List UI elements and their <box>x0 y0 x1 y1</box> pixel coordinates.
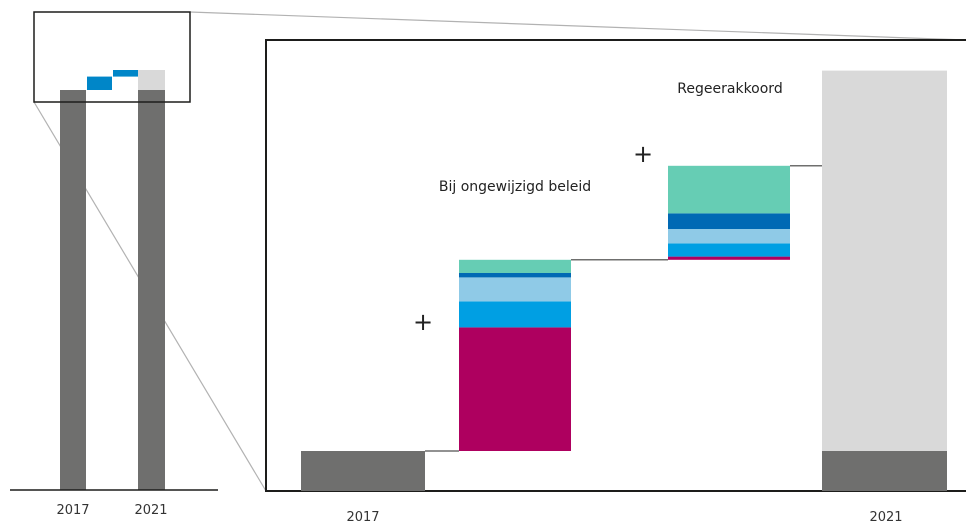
overview-bar-2021-base <box>138 90 165 490</box>
overview-bar-2021-total <box>138 70 165 90</box>
label-regeerakkoord: Regeerakkoord <box>677 81 782 97</box>
overview-chart <box>60 70 165 490</box>
bar-2017 <box>301 451 425 491</box>
zoom-box <box>33 11 191 103</box>
overview-tick-label-2021: 2021 <box>134 503 167 518</box>
label-bij-ongewijzigd-beleid: Bij ongewijzigd beleid <box>439 179 591 195</box>
detail-frame <box>265 39 966 492</box>
bar-2021-base <box>822 451 947 491</box>
bar-bij-ongewijzigd-beleid-segment-5 <box>459 259 571 273</box>
detail-tick-label-2017: 2017 <box>346 510 379 524</box>
bar-regeerakkoord-segment-5 <box>668 165 790 214</box>
bar-regeerakkoord-segment-3 <box>668 229 790 244</box>
overview-bar-2017 <box>60 90 86 490</box>
detail-waterfall <box>301 70 947 491</box>
bar-regeerakkoord-segment-2 <box>668 243 790 257</box>
plus-sign-step-2: + <box>633 140 653 168</box>
overview-step-2 <box>113 70 138 77</box>
overview-tick-label-2017: 2017 <box>56 503 89 518</box>
bar-2021-total <box>822 70 947 451</box>
plus-sign-step-1: + <box>413 308 433 336</box>
bar-regeerakkoord-segment-4 <box>668 213 790 229</box>
overview-step-1 <box>87 76 112 90</box>
bar-bij-ongewijzigd-beleid-segment-3 <box>459 277 571 302</box>
bar-bij-ongewijzigd-beleid-segment-4 <box>459 273 571 278</box>
bar-bij-ongewijzigd-beleid-segment-2 <box>459 301 571 328</box>
bar-regeerakkoord-segment-1 <box>668 256 790 260</box>
bar-bij-ongewijzigd-beleid-segment-1 <box>459 327 571 451</box>
zoom-line-top <box>189 11 967 41</box>
detail-tick-label-2021: 2021 <box>869 510 902 524</box>
